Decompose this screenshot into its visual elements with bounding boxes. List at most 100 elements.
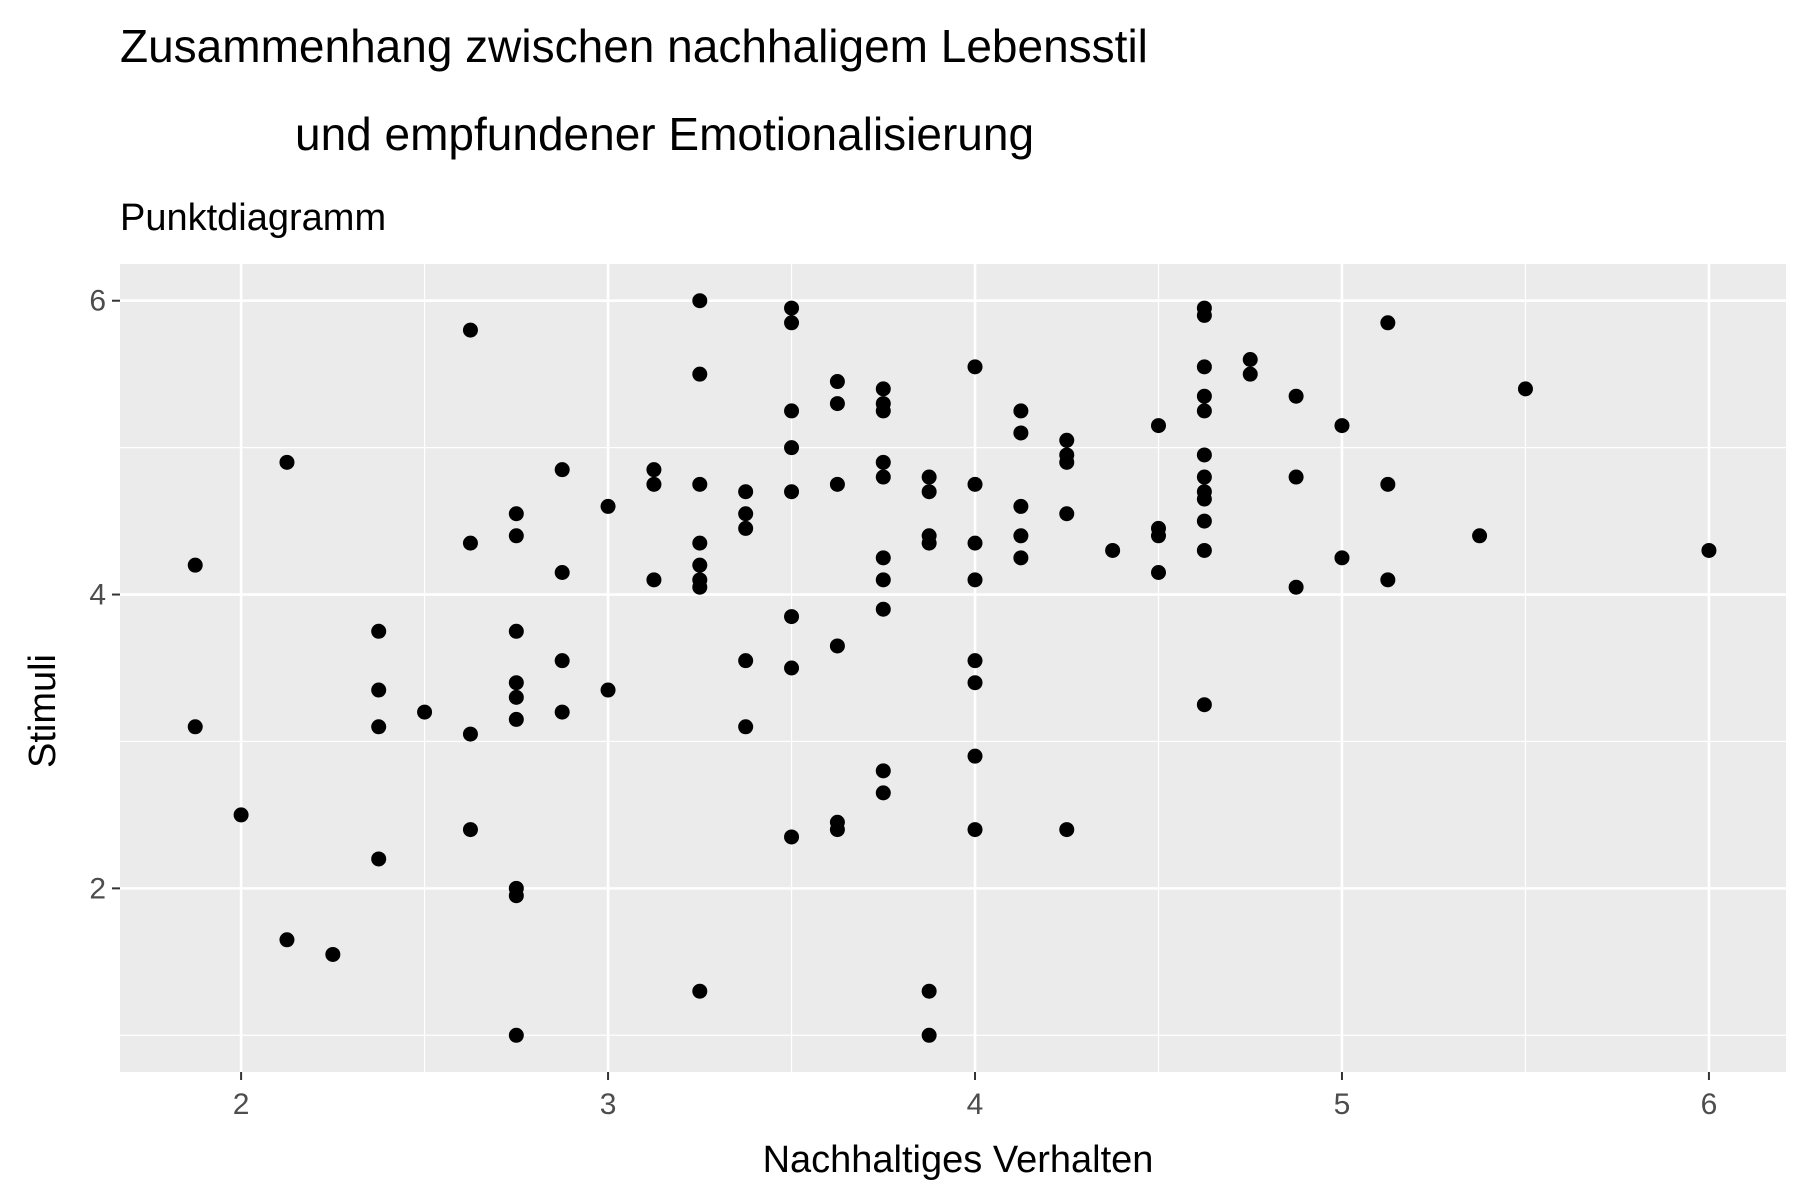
y-tick-label: 4 xyxy=(89,579,106,612)
data-point xyxy=(325,946,341,962)
data-point xyxy=(279,932,295,948)
data-point xyxy=(508,623,524,639)
data-point xyxy=(784,440,800,456)
data-point xyxy=(1150,565,1166,581)
data-point xyxy=(1196,359,1212,375)
data-point xyxy=(784,484,800,500)
data-point xyxy=(967,572,983,588)
data-point xyxy=(1334,418,1350,434)
data-point xyxy=(967,748,983,764)
data-point xyxy=(967,535,983,551)
data-point xyxy=(875,572,891,588)
data-point xyxy=(1196,697,1212,713)
data-point xyxy=(1701,542,1717,558)
data-point xyxy=(371,623,387,639)
data-point xyxy=(1242,351,1258,367)
data-point xyxy=(784,829,800,845)
data-point xyxy=(1288,388,1304,404)
data-point xyxy=(508,675,524,691)
data-point xyxy=(875,381,891,397)
data-point xyxy=(1196,403,1212,419)
x-axis-label: Nachhaltiges Verhalten xyxy=(763,1139,1154,1181)
data-point xyxy=(1196,542,1212,558)
chart-title-line-2: und empfundener Emotionalisierung xyxy=(295,108,1034,160)
data-point xyxy=(967,653,983,669)
data-point xyxy=(508,888,524,904)
data-point xyxy=(1059,822,1075,838)
data-point xyxy=(1380,315,1396,331)
data-point xyxy=(829,822,845,838)
data-point xyxy=(967,359,983,375)
data-point xyxy=(1196,513,1212,529)
data-point xyxy=(784,609,800,625)
data-point xyxy=(829,476,845,492)
data-point xyxy=(692,476,708,492)
data-point xyxy=(1334,550,1350,566)
data-point xyxy=(646,476,662,492)
data-point xyxy=(875,785,891,801)
data-point xyxy=(875,403,891,419)
data-point xyxy=(784,300,800,316)
data-point xyxy=(417,704,433,720)
data-point xyxy=(875,454,891,470)
data-point xyxy=(967,822,983,838)
data-point xyxy=(462,822,478,838)
data-point xyxy=(967,476,983,492)
y-tick-label: 6 xyxy=(89,285,106,318)
data-point xyxy=(921,983,937,999)
data-point xyxy=(187,557,203,573)
data-point xyxy=(1150,418,1166,434)
data-point xyxy=(1380,476,1396,492)
data-point xyxy=(554,653,570,669)
data-point xyxy=(1380,572,1396,588)
data-point xyxy=(554,462,570,478)
data-point xyxy=(784,660,800,676)
data-point xyxy=(738,484,754,500)
data-point xyxy=(1242,366,1258,382)
data-point xyxy=(1196,491,1212,507)
plot-panel xyxy=(120,264,1786,1072)
data-point xyxy=(508,528,524,544)
data-point xyxy=(1288,469,1304,485)
data-point xyxy=(1013,403,1029,419)
major-gridlines xyxy=(120,264,1786,1072)
data-point xyxy=(875,469,891,485)
data-point xyxy=(829,638,845,654)
data-point xyxy=(508,689,524,705)
data-point xyxy=(692,366,708,382)
data-point xyxy=(921,1027,937,1043)
data-point xyxy=(784,315,800,331)
x-axis-ticks: 2 3 4 5 6 xyxy=(233,1072,1718,1121)
data-point xyxy=(875,550,891,566)
data-point xyxy=(1013,528,1029,544)
data-point xyxy=(1150,528,1166,544)
data-point xyxy=(462,322,478,338)
data-point xyxy=(875,763,891,779)
data-point xyxy=(1472,528,1488,544)
data-point xyxy=(738,506,754,522)
data-point xyxy=(829,374,845,390)
minor-gridlines xyxy=(120,264,1786,1072)
y-tick-label: 2 xyxy=(89,872,106,905)
data-point xyxy=(921,484,937,500)
data-point xyxy=(1196,307,1212,323)
data-point xyxy=(1196,469,1212,485)
data-point xyxy=(738,653,754,669)
data-point xyxy=(875,601,891,617)
data-point xyxy=(1196,447,1212,463)
data-point xyxy=(371,682,387,698)
data-point xyxy=(1013,425,1029,441)
y-axis-ticks: 2 4 6 xyxy=(89,285,120,905)
data-point xyxy=(692,983,708,999)
data-points xyxy=(187,293,1717,1043)
data-point xyxy=(738,520,754,536)
data-point xyxy=(646,462,662,478)
data-point xyxy=(554,565,570,581)
data-point xyxy=(1059,506,1075,522)
x-tick-label: 6 xyxy=(1701,1088,1718,1121)
x-tick-label: 4 xyxy=(967,1088,984,1121)
data-point xyxy=(1059,454,1075,470)
data-point xyxy=(462,726,478,742)
data-point xyxy=(279,454,295,470)
